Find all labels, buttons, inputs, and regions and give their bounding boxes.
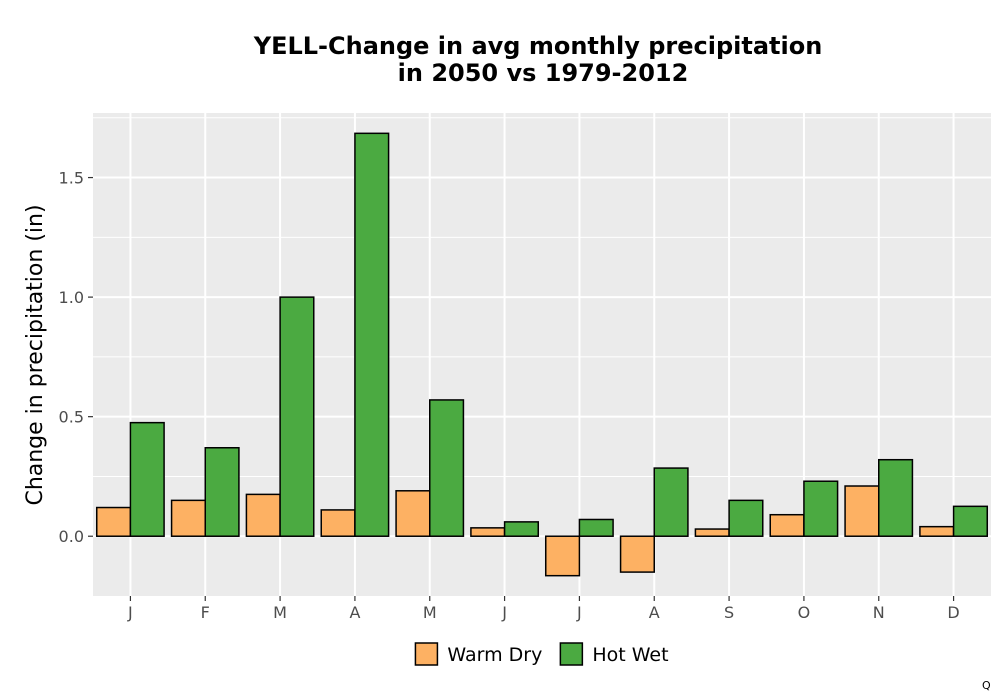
x-tick-label: D: [947, 603, 959, 622]
bar-warm-dry: [769, 513, 805, 537]
bars: [95, 132, 989, 577]
chart-title-line-1: YELL-Change in avg monthly precipitation: [253, 32, 823, 60]
bar-hot-wet: [578, 518, 614, 537]
bar-hot-wet: [204, 447, 240, 537]
legend-key: [414, 642, 439, 666]
bar-hot-wet: [354, 132, 390, 537]
bar-warm-dry: [694, 528, 730, 537]
legend-label: Hot Wet: [592, 644, 668, 666]
x-tick-label: J: [501, 603, 507, 622]
x-tick-label: A: [649, 603, 660, 622]
bar-hot-wet: [728, 499, 764, 537]
bar-warm-dry: [919, 525, 955, 537]
x-tick-label: M: [273, 603, 287, 622]
x-tick-label: M: [423, 603, 437, 622]
bar-hot-wet: [653, 467, 689, 537]
legend-key: [559, 642, 584, 666]
bar-warm-dry: [544, 535, 581, 577]
bar-hot-wet: [803, 480, 839, 537]
bar-warm-dry: [844, 485, 880, 537]
x-tick-label: J: [127, 603, 133, 622]
x-tick-label: N: [873, 603, 885, 622]
y-tick-label: 1.0: [59, 288, 84, 307]
y-axis-title: Change in precipitation (in): [23, 204, 48, 505]
x-tick-label: O: [798, 603, 811, 622]
bar-warm-dry: [395, 490, 431, 537]
x-tick-label: F: [201, 603, 210, 622]
x-tick-label: A: [349, 603, 360, 622]
bar-hot-wet: [878, 458, 914, 537]
bar-hot-wet: [429, 399, 465, 537]
x-tick-label: S: [724, 603, 734, 622]
bar-warm-dry: [320, 509, 356, 537]
bar-warm-dry: [95, 506, 132, 537]
corner-mark: Q: [982, 679, 991, 692]
y-tick-label: 1.5: [59, 169, 84, 188]
bar-hot-wet: [503, 521, 540, 537]
bar-warm-dry: [245, 493, 281, 537]
bar-warm-dry: [619, 535, 656, 573]
y-tick-label: 0.0: [59, 527, 84, 546]
y-axis: 0.0 0.5 1.0 1.5: [59, 169, 93, 546]
bar-hot-wet: [129, 421, 165, 537]
y-tick-label: 0.5: [59, 408, 84, 427]
minor-gridlines: [93, 117, 991, 477]
plot-panel: [93, 113, 991, 596]
bar-hot-wet: [279, 296, 315, 537]
legend: Warm Dry Hot Wet: [414, 642, 669, 666]
bar-warm-dry: [170, 499, 206, 537]
x-tick-label: J: [576, 603, 582, 622]
bar-warm-dry: [470, 527, 506, 537]
chart-title-line-2: in 2050 vs 1979-2012: [398, 59, 689, 87]
bar-hot-wet: [952, 505, 989, 537]
legend-label: Warm Dry: [447, 644, 542, 666]
